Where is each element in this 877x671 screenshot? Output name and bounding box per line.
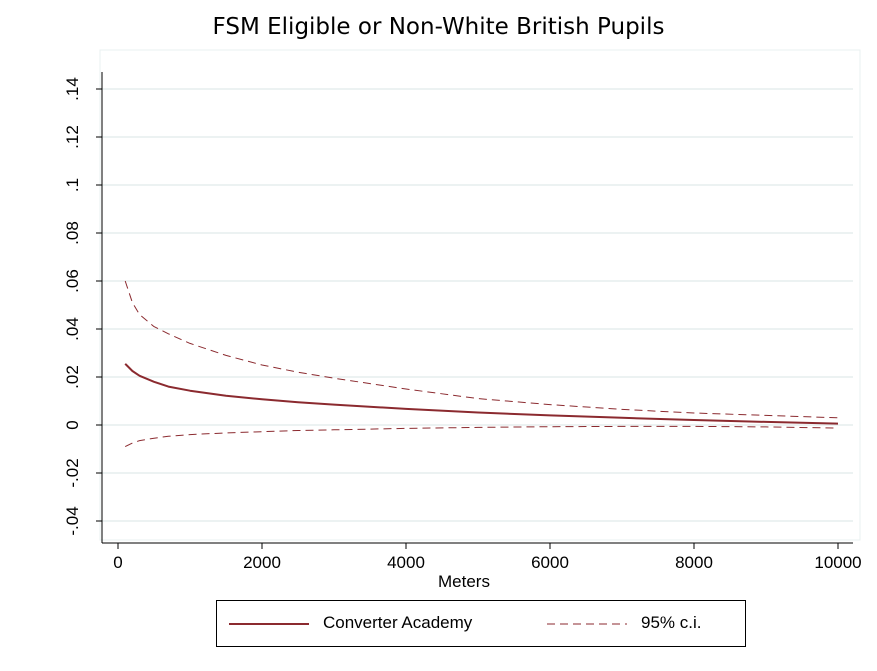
x-tick-label: 4000 [387, 553, 425, 572]
y-tick-label: .12 [63, 125, 82, 149]
x-tick-label: 8000 [675, 553, 713, 572]
y-tick-label: -.04 [63, 506, 82, 535]
y-tick-label: .08 [63, 221, 82, 245]
y-tick-label: .04 [63, 317, 82, 341]
x-tick-label: 0 [113, 553, 122, 572]
legend-label: 95% c.i. [641, 613, 702, 632]
y-tick-label: .1 [63, 178, 82, 192]
legend-swatch-solid [229, 622, 309, 625]
x-tick-label: 6000 [531, 553, 569, 572]
legend-swatch-dashed [547, 623, 627, 625]
legend: Converter Academy 95% c.i. [216, 600, 746, 647]
x-tick-label: 10000 [814, 553, 861, 572]
gridlines [102, 88, 853, 522]
series-lines [124, 280, 839, 448]
legend-item-ci: 95% c.i. [547, 613, 701, 633]
series-line-ci-lower [124, 425, 839, 448]
x-axis-label: Meters [438, 572, 490, 591]
y-tick-label: .14 [63, 77, 82, 101]
y-tick-label: .06 [63, 269, 82, 293]
line-chart: -.04 -.02 0 .02 .04 .06 .08 .1 .12 .14 0 2000 4000 60… [63, 49, 862, 591]
chart-title: FSM Eligible or Non-White British Pupils [212, 14, 665, 40]
y-tick-label: .02 [63, 365, 82, 389]
legend-label: Converter Academy [323, 613, 473, 632]
plot-area [99, 49, 861, 541]
y-tick-label: -.02 [63, 458, 82, 487]
axes: -.04 -.02 0 .02 .04 .06 .08 .1 .12 .14 0 2000 4000 60… [63, 72, 862, 572]
x-tick-label: 2000 [243, 553, 281, 572]
legend-item-converter-academy: Converter Academy [229, 613, 472, 633]
y-tick-label: 0 [63, 420, 82, 429]
series-line-converter-academy [124, 363, 839, 425]
